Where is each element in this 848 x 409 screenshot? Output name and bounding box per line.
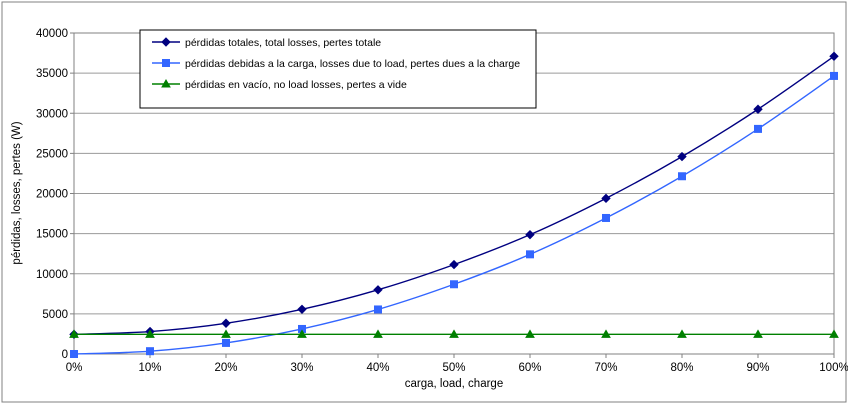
series-line — [73, 75, 835, 355]
data-point — [753, 329, 763, 338]
legend: pérdidas totales, total losses, pertes t… — [139, 29, 537, 109]
y-axis-tick-labels: 0 5000 10000 15000 20000 25000 30000 35000 40000 — [36, 28, 74, 361]
legend-marker — [161, 37, 171, 47]
x-tick-label: 0% — [66, 362, 83, 374]
x-tick-label: 50% — [442, 362, 465, 374]
legend-marker — [162, 59, 170, 67]
x-tick-label: 20% — [214, 362, 237, 374]
data-point — [221, 318, 231, 328]
legend-item: pérdidas en vacío, no load losses, perte… — [152, 78, 407, 91]
y-tick-label: 25000 — [36, 148, 68, 160]
data-point — [222, 338, 230, 347]
data-point — [829, 51, 839, 61]
x-tick-label: 30% — [290, 362, 313, 374]
y-tick-label: 40000 — [36, 28, 68, 40]
series-2 — [70, 71, 838, 358]
data-point — [525, 229, 535, 240]
data-point — [525, 329, 535, 338]
data-point — [830, 71, 838, 80]
data-point — [601, 329, 611, 338]
y-tick-label: 20000 — [36, 189, 68, 201]
data-point — [677, 151, 687, 162]
y-tick-label: 15000 — [36, 229, 68, 241]
x-tick-label: 70% — [594, 362, 617, 374]
x-tick-label: 80% — [670, 362, 693, 374]
x-tick-label: 60% — [518, 362, 541, 374]
y-tick-label: 35000 — [36, 68, 68, 80]
legend-item: pérdidas debidas a la carga, losses due … — [152, 58, 520, 70]
series-line — [73, 55, 835, 336]
data-point — [753, 104, 763, 114]
y-tick-label: 30000 — [36, 108, 68, 120]
data-point — [146, 347, 154, 356]
y-axis-label: pérdidas, losses, pertes (W) — [11, 121, 23, 264]
gridlines — [74, 72, 834, 315]
data-point — [754, 124, 762, 133]
data-point — [373, 329, 383, 338]
data-point — [678, 172, 686, 181]
x-axis-tick-labels: 0% 10% 20% 30% 40% 50% 60% 70% 80% 90% 100% — [66, 354, 848, 374]
series-3 — [69, 329, 839, 338]
data-point — [450, 280, 458, 289]
y-tick-label: 10000 — [36, 269, 68, 281]
data-point — [145, 329, 155, 338]
data-point — [829, 329, 839, 338]
data-point — [373, 285, 383, 295]
y-tick-label: 5000 — [42, 309, 68, 321]
data-point — [602, 213, 610, 222]
data-point — [297, 329, 307, 338]
data-point — [601, 193, 611, 204]
data-point — [374, 305, 382, 314]
x-tick-label: 10% — [138, 362, 161, 374]
data-point — [221, 329, 231, 338]
legend-label: pérdidas en vacío, no load losses, perte… — [185, 79, 407, 91]
data-point — [449, 329, 459, 338]
y-tick-label: 0 — [62, 349, 68, 361]
data-point — [69, 329, 79, 338]
data-point — [297, 304, 307, 315]
x-tick-label: 40% — [366, 362, 389, 374]
series-1 — [69, 51, 839, 340]
x-tick-label: 100% — [819, 362, 848, 374]
x-tick-label: 90% — [746, 362, 769, 374]
legend-label: pérdidas debidas a la carga, losses due … — [185, 58, 520, 70]
data-point — [526, 250, 534, 259]
data-point — [677, 329, 687, 338]
legend-item: pérdidas totales, total losses, pertes t… — [152, 37, 381, 49]
x-axis-label: carga, load, charge — [405, 378, 503, 390]
data-point — [449, 259, 459, 270]
legend-label: pérdidas totales, total losses, pertes t… — [185, 37, 381, 49]
data-point — [70, 350, 78, 358]
series-group — [69, 51, 839, 358]
legend-marker — [161, 78, 171, 88]
legend-box — [139, 29, 537, 109]
